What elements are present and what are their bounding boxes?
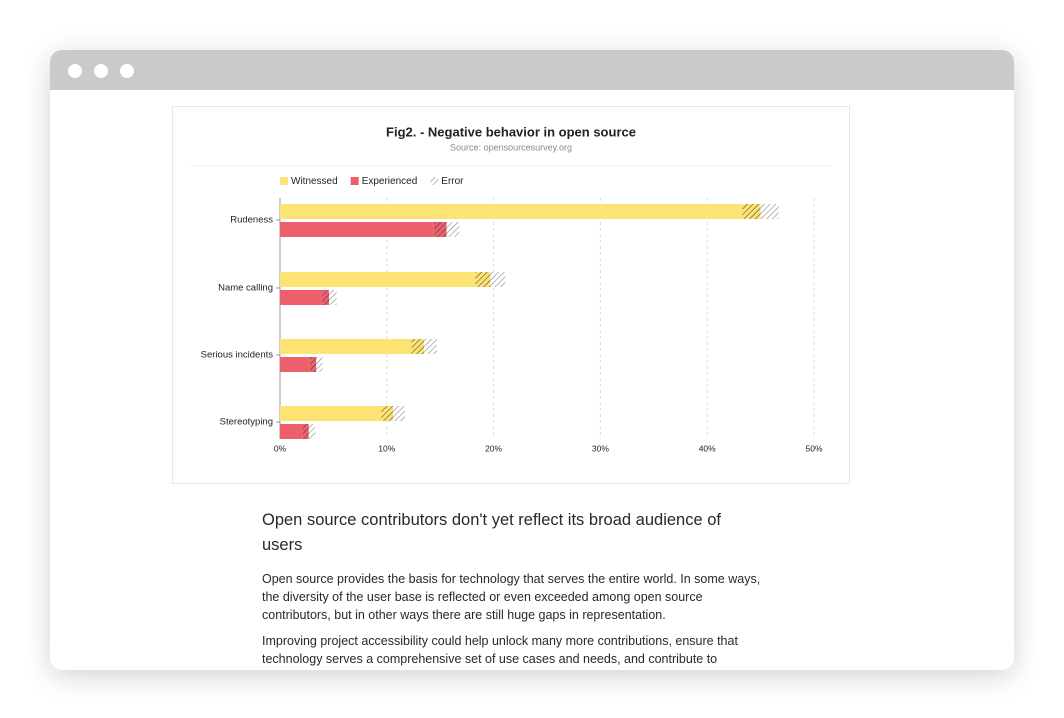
- error-upper: [490, 272, 506, 287]
- error-upper: [424, 339, 437, 354]
- error-lower: [411, 339, 425, 354]
- x-tick-label: 50%: [805, 443, 822, 453]
- error-lower: [433, 222, 447, 237]
- error-upper: [760, 204, 779, 219]
- x-tick-label: 20%: [485, 443, 502, 453]
- error-lower: [742, 204, 761, 219]
- bar: [280, 406, 382, 421]
- error-upper: [393, 406, 405, 421]
- error-upper: [446, 222, 460, 237]
- bar: [280, 290, 322, 305]
- bar: [280, 339, 412, 354]
- bar: [280, 222, 434, 237]
- browser-window: Fig2. - Negative behavior in open source…: [50, 50, 1014, 670]
- error-upper: [308, 424, 316, 439]
- window-button[interactable]: [120, 64, 134, 78]
- chart-card: Fig2. - Negative behavior in open source…: [172, 106, 850, 484]
- x-tick-label: 10%: [378, 443, 395, 453]
- title-bar: [50, 50, 1014, 90]
- legend-label: Experienced: [362, 176, 418, 187]
- bar: [280, 357, 310, 372]
- article-paragraph: Improving project accessibility could he…: [262, 634, 738, 666]
- bar: [280, 424, 303, 439]
- y-tick-label: Name calling: [218, 283, 273, 294]
- x-tick-label: 40%: [699, 443, 716, 453]
- article-heading: Open source contributors don't yet refle…: [262, 511, 721, 554]
- legend-label: Error: [441, 176, 464, 187]
- legend-swatch: [430, 177, 439, 185]
- y-tick-label: Stereotyping: [220, 417, 273, 428]
- error-lower: [321, 290, 330, 305]
- window-button[interactable]: [68, 64, 82, 78]
- y-tick-label: Rudeness: [230, 215, 273, 226]
- chart: Fig2. - Negative behavior in open source…: [191, 124, 831, 453]
- legend-label: Witnessed: [291, 176, 338, 187]
- error-lower: [381, 406, 394, 421]
- error-lower: [475, 272, 491, 287]
- bar: [280, 204, 743, 219]
- legend-swatch: [280, 177, 288, 185]
- error-upper: [316, 357, 323, 372]
- y-tick-label: Serious incidents: [201, 350, 274, 361]
- chart-title: Fig2. - Negative behavior in open source: [386, 124, 636, 139]
- x-tick-label: 30%: [592, 443, 609, 453]
- x-tick-label: 0%: [274, 443, 287, 453]
- chart-subtitle: Source: opensourcesurvey.org: [450, 142, 572, 152]
- error-lower: [309, 357, 317, 372]
- error-lower: [302, 424, 309, 439]
- article-paragraph: Open source provides the basis for techn…: [262, 572, 761, 622]
- window-button[interactable]: [94, 64, 108, 78]
- bar: [280, 272, 476, 287]
- legend-swatch: [350, 177, 359, 185]
- error-upper: [329, 290, 337, 305]
- article: Open source contributors don't yet refle…: [262, 508, 762, 670]
